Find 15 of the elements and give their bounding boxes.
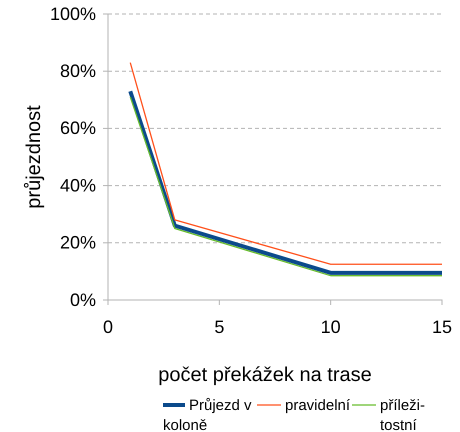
x-tick-label: 5	[214, 317, 224, 338]
legend-label: Průjezd v koloně	[163, 397, 252, 432]
y-tick-label: 60%	[60, 118, 96, 138]
x-tick-label: 10	[320, 317, 341, 338]
legend-label: pravidelní	[285, 397, 351, 414]
y-tick-label: 0%	[70, 290, 96, 310]
y-tick-label: 80%	[60, 60, 96, 81]
y-tick-label: 20%	[60, 232, 96, 253]
legend-label: příleži-tostní	[380, 397, 426, 432]
x-tick-label: 0	[102, 317, 114, 338]
y-tick-label: 40%	[60, 175, 96, 196]
x-axis-title: počet překážek na trase	[158, 364, 372, 386]
y-tick-label: 100%	[50, 4, 96, 24]
y-axis-title: průjezdnost	[23, 104, 45, 209]
x-tick-label: 15	[432, 317, 452, 338]
